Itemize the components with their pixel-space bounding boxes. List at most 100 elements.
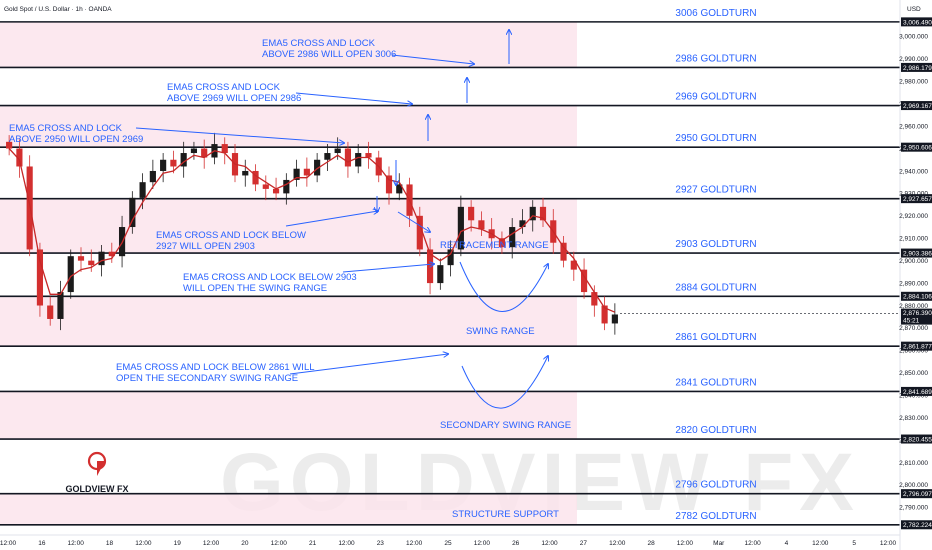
candle-body-54: [560, 242, 567, 261]
annotation-1-line-1: ABOVE 2969 WILL OPEN 2986: [167, 93, 301, 104]
candle-body-4: [47, 305, 54, 319]
annotation-5-line-1: OPEN THE SECONDARY SWING RANGE: [116, 373, 298, 384]
x-tick-16: 12:00: [541, 540, 558, 547]
x-tick-14: 12:00: [474, 540, 491, 547]
candle-body-25: [262, 184, 269, 189]
y-tick-12: 2,880.000: [899, 303, 928, 310]
current-countdown: 45:21: [903, 318, 920, 325]
level-tag-10: 2,796.097: [903, 491, 932, 498]
current-price: 2,876.390: [903, 310, 932, 317]
level-tag-box-7: [901, 341, 932, 351]
level-tag-box-3: [901, 142, 932, 152]
annotation-3-line-0: EMA5 CROSS AND LOCK BELOW: [156, 230, 306, 241]
level-tag-5: 2,903.386: [903, 250, 932, 257]
level-tag-box-8: [901, 386, 932, 396]
x-tick-7: 20: [241, 540, 249, 547]
candle-body-57: [591, 292, 598, 306]
level-label-4: 2927 GOLDTURN: [675, 185, 756, 196]
candle-body-6: [67, 256, 74, 293]
x-tick-12: 12:00: [406, 540, 423, 547]
zone-0: [0, 21, 577, 68]
goldturn-levels: [0, 21, 900, 526]
annotation-7-line-0: SWING RANGE: [466, 326, 535, 337]
arrow-2: [135, 127, 344, 143]
x-tick-25: 5: [852, 540, 856, 547]
candle-body-30: [314, 159, 321, 176]
time-axis[interactable]: 12:00 16 12:00 18 12:00 19 12:00 20 12:00 21 12:00…: [0, 534, 900, 547]
level-label-3: 2950 GOLDTURN: [675, 133, 756, 144]
candle-body-8: [88, 260, 95, 266]
x-tick-13: 25: [444, 540, 452, 547]
candle-body-59: [611, 314, 618, 324]
x-tick-6: 12:00: [203, 540, 220, 547]
candle-body-52: [539, 206, 547, 221]
candle-body-42: [437, 265, 444, 284]
annotation-0-line-1: ABOVE 2986 WILL OPEN 3006: [262, 49, 396, 60]
x-tick-24: 12:00: [812, 540, 829, 547]
candle-body-3: [36, 249, 44, 306]
candle-body-7: [77, 256, 85, 261]
candle-body-17: [180, 153, 187, 167]
arrow-9: [397, 211, 430, 232]
zone-3: [0, 296, 577, 347]
x-tick-11: 23: [377, 540, 385, 547]
level-tag-3: 2,950.606: [903, 145, 932, 152]
x-tick-17: 27: [580, 540, 588, 547]
y-tick-0: 3,000.000: [899, 34, 928, 41]
level-tag-box-2: [901, 101, 932, 111]
annotation-8-line-0: SECONDARY SWING RANGE: [440, 420, 571, 431]
candle-body-32: [334, 148, 341, 154]
annotation-6-line-0: RETRACEMENT RANGE: [440, 240, 549, 251]
x-tick-23: 4: [785, 540, 789, 547]
level-tag-8: 2,841.689: [903, 389, 932, 396]
annotation-4-line-0: EMA5 CROSS AND LOCK BELOW 2903: [183, 272, 357, 283]
level-tag-0: 3,006.490: [903, 19, 932, 26]
candle-body-29: [303, 168, 310, 176]
logo-text: GOLDVIEW FX: [66, 484, 129, 494]
candle-body-5: [57, 292, 64, 319]
candle-body-44: [457, 206, 464, 250]
x-tick-1: 16: [38, 540, 46, 547]
level-tag-6: 2,884.106: [903, 294, 932, 301]
goldview-logo: GOLDVIEW FX: [66, 451, 129, 494]
candle-body-38: [396, 184, 403, 194]
zone-1: [0, 105, 577, 148]
level-price-tags: 3,006.490 2,986.179 2,969.167 2,950.606 2,92…: [901, 17, 932, 530]
candle-body-13: [139, 182, 146, 198]
candle-body-50: [519, 220, 526, 228]
y-tick-17: 2,830.000: [899, 415, 928, 422]
zone-5: [0, 493, 577, 525]
annotation-9-line-0: STRUCTURE SUPPORT: [452, 509, 559, 520]
x-tick-19: 28: [647, 540, 655, 547]
arrow-0: [391, 54, 474, 64]
candle-body-49: [509, 227, 516, 248]
candle-body-46: [478, 220, 485, 230]
candle-body-1: [16, 148, 23, 167]
annotation-arrows: [135, 30, 548, 409]
candle-body-16: [170, 159, 177, 167]
candle-body-26: [272, 188, 280, 194]
annotation-4-line-1: WILL OPEN THE SWING RANGE: [183, 283, 327, 294]
x-tick-22: 12:00: [744, 540, 761, 547]
level-label-9: 2820 GOLDTURN: [675, 425, 756, 436]
level-tag-1: 2,986.179: [903, 65, 932, 72]
y-tick-21: 2,790.000: [899, 505, 928, 512]
y-tick-11: 2,890.000: [899, 280, 928, 287]
x-tick-0: 12:00: [0, 540, 17, 547]
annotation-0-line-0: EMA5 CROSS AND LOCK: [262, 38, 376, 49]
candle-body-45: [468, 206, 475, 221]
x-tick-4: 12:00: [135, 540, 152, 547]
x-tick-26: 12:00: [880, 540, 897, 547]
candle-body-21: [221, 144, 228, 154]
candle-body-55: [570, 260, 577, 270]
candle-body-51: [529, 206, 536, 221]
candle-body-33: [344, 148, 352, 167]
candle-body-9: [98, 251, 105, 266]
swing-curve: [459, 261, 548, 312]
price-axis[interactable]: 3,000.0002,990.0002,980.0002,970.0002,96…: [899, 0, 928, 550]
candle-body-27: [283, 179, 290, 194]
y-tick-1: 2,990.000: [899, 56, 928, 63]
